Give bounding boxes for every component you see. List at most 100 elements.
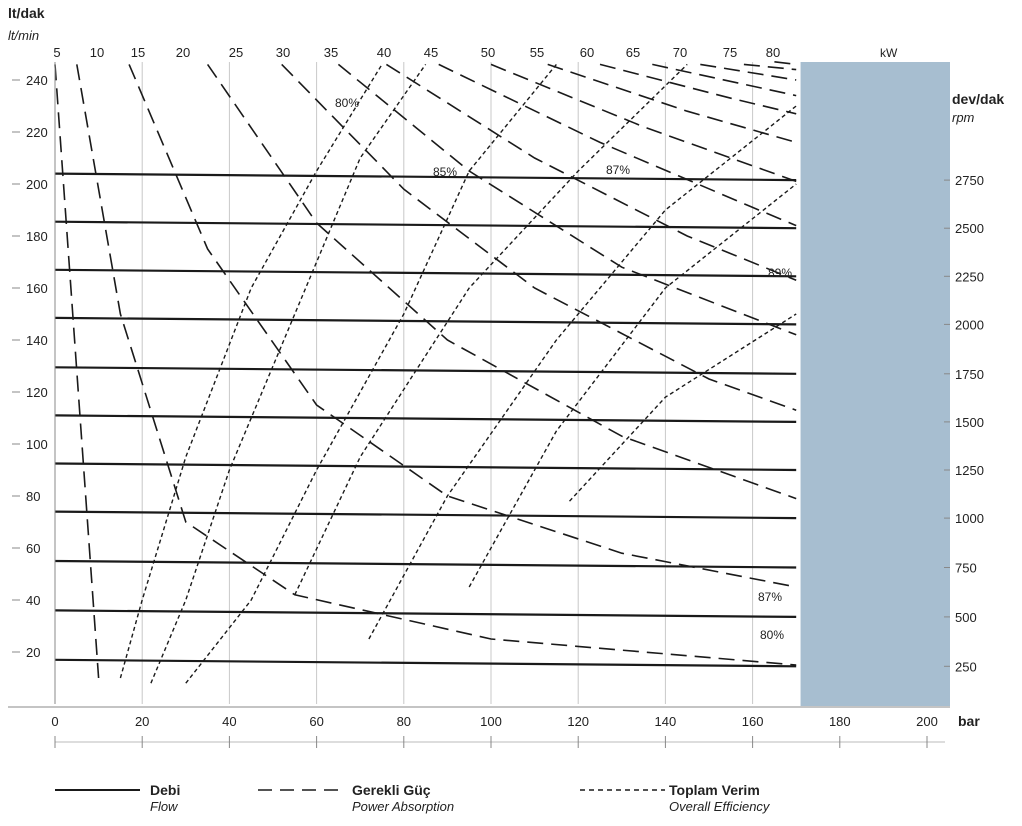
x-tick-label: 140 (655, 714, 677, 729)
efficiency-label: 85% (433, 165, 457, 179)
power-curve-50kw (547, 63, 797, 144)
kw-tick-label: 15 (131, 45, 145, 60)
y-tick-label: 180 (26, 229, 48, 244)
x-tick-label: 60 (309, 714, 323, 729)
power-curve-30kw (337, 63, 797, 336)
kw-tick-label: 35 (324, 45, 338, 60)
kw-tick-label: 20 (176, 45, 190, 60)
shaded-region-rect (800, 62, 950, 706)
flow-line-750rpm (54, 559, 797, 569)
flow-line-2000rpm (54, 316, 797, 326)
efficiency-annotations: 80% 85% 87% 89% 87% 80% (335, 96, 792, 642)
flow-line-2750rpm (54, 172, 797, 182)
x-tick-label: 100 (480, 714, 502, 729)
axes (8, 62, 950, 743)
rpm-tick-label: 1250 (955, 463, 984, 478)
kw-tick-label: 55 (530, 45, 544, 60)
kw-tick-label: 5 (53, 45, 60, 60)
x-tick-label: 40 (222, 714, 236, 729)
power-curve-55kw (599, 63, 797, 115)
power-curve-20kw (206, 63, 797, 500)
tick-labels: 0 20 40 60 80 100 120 140 160 180 200 20 40 60 80 100 12… (12, 45, 984, 748)
y-tick-label: 60 (26, 541, 40, 556)
y-tick-label: 140 (26, 333, 48, 348)
rpm-tick-label: 1750 (955, 367, 984, 382)
power-curve-45kw (490, 63, 797, 183)
kw-tick-label: 70 (673, 45, 687, 60)
rpm-tick-label: 2250 (955, 269, 984, 284)
rpm-tick-label: 750 (955, 561, 977, 576)
power-curve-60kw (652, 63, 797, 97)
flow-lines (54, 172, 797, 668)
kw-tick-label: 75 (723, 45, 737, 60)
rpm-tick-label: 1500 (955, 415, 984, 430)
power-absorption-curves (54, 61, 797, 679)
x-tick-label: 160 (742, 714, 764, 729)
power-curve-40kw (438, 63, 797, 227)
efficiency-curve-6 (568, 313, 797, 502)
y-tick-label: 240 (26, 73, 48, 88)
rpm-tick-label: 2500 (955, 221, 984, 236)
y-tick-label: 80 (26, 489, 40, 504)
kw-tick-label: 65 (626, 45, 640, 60)
efficiency-label: 89% (768, 266, 792, 280)
y-tick-label: 120 (26, 385, 48, 400)
y-tick-label: 220 (26, 125, 48, 140)
x-tick-label: 200 (916, 714, 938, 729)
x-tick-label: 20 (135, 714, 149, 729)
efficiency-curve-4 (368, 105, 797, 640)
efficiency-label: 87% (758, 590, 782, 604)
flow-line-1250rpm (54, 462, 797, 472)
rpm-tick-label: 500 (955, 610, 977, 625)
flow-line-500rpm (54, 609, 797, 618)
efficiency-label: 80% (335, 96, 359, 110)
rpm-unit-label: dev/dak (952, 91, 1004, 107)
legend: Debi Flow Gerekli Güç Power Absorption T… (55, 782, 771, 814)
shaded-region (800, 62, 950, 706)
kw-tick-label: 80 (766, 45, 780, 60)
legend-efficiency-tr: Toplam Verim (669, 782, 760, 798)
grid (54, 62, 928, 704)
rpm-unit-alt-label: rpm (952, 110, 975, 125)
efficiency-label: 80% (760, 628, 784, 642)
power-curve-65kw (700, 63, 797, 81)
overall-efficiency-curves (119, 63, 797, 684)
power-curve-35kw (385, 63, 797, 281)
y-tick-label: 40 (26, 593, 40, 608)
rpm-tick-label: 1000 (955, 511, 984, 526)
legend-power-en: Power Absorption (352, 799, 454, 814)
rpm-tick-label: 2750 (955, 173, 984, 188)
flow-line-2250rpm (54, 268, 797, 278)
kw-unit-label: kW (880, 46, 898, 60)
rpm-tick-label: 250 (955, 659, 977, 674)
legend-efficiency-en: Overall Efficiency (669, 799, 771, 814)
kw-tick-label: 40 (377, 45, 391, 60)
efficiency-curve-2 (185, 63, 557, 684)
efficiency-curve-5 (468, 183, 797, 588)
flow-line-1500rpm (54, 414, 797, 423)
efficiency-label: 87% (606, 163, 630, 177)
kw-tick-label: 10 (90, 45, 104, 60)
flow-line-250rpm (54, 658, 797, 668)
kw-tick-label: 50 (481, 45, 495, 60)
legend-flow-tr: Debi (150, 782, 180, 798)
power-curve-25kw (281, 63, 797, 411)
efficiency-curve-3 (294, 63, 688, 596)
x-unit-label: bar (958, 713, 980, 729)
y-tick-label: 100 (26, 437, 48, 452)
flow-line-1000rpm (54, 510, 797, 520)
y-tick-label: 200 (26, 177, 48, 192)
kw-tick-label: 25 (229, 45, 243, 60)
legend-flow-en: Flow (150, 799, 179, 814)
kw-tick-label: 60 (580, 45, 594, 60)
efficiency-curve-0 (119, 64, 383, 679)
flow-line-1750rpm (54, 366, 797, 375)
power-curve-75kw (774, 61, 797, 66)
y-tick-label: 160 (26, 281, 48, 296)
flow-line-2500rpm (54, 220, 797, 230)
y-unit-alt-label: lt/min (8, 28, 39, 43)
kw-tick-label: 30 (276, 45, 290, 60)
rpm-tick-label: 2000 (955, 317, 984, 332)
y-unit-label: lt/dak (8, 5, 45, 21)
